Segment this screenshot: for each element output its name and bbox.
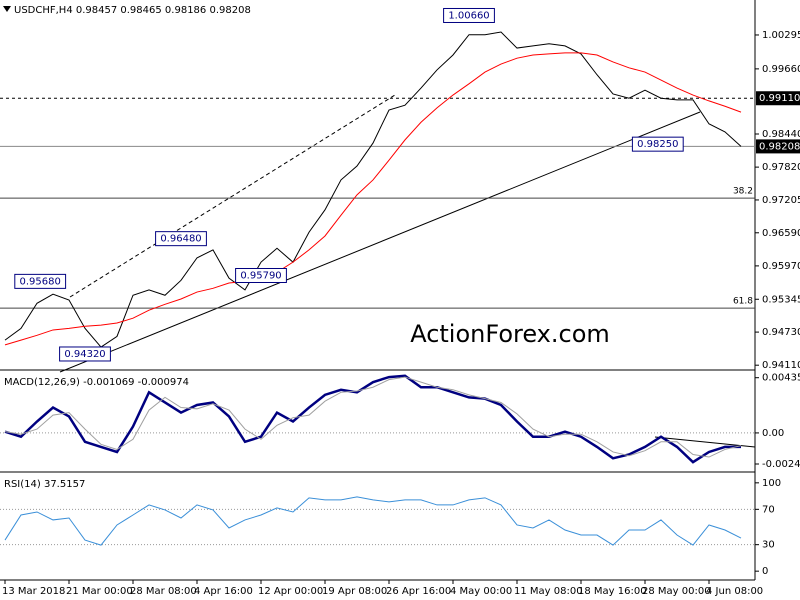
panel-title: RSI(14) 37.5157 — [4, 479, 85, 490]
series-line — [4, 376, 742, 458]
annotation-label: 0.95790 — [240, 270, 281, 281]
annotation-box — [443, 7, 495, 23]
series-line — [4, 31, 742, 348]
y-tick-label: 0.95345 — [762, 294, 800, 305]
series-line — [4, 52, 742, 346]
x-tick-label: 26 Apr 16:00 — [386, 586, 451, 597]
channel-line — [69, 94, 396, 298]
y-tick-label: 0.00 — [762, 428, 784, 439]
trend-line — [59, 111, 701, 373]
y-tick-label: 0.004351 — [762, 373, 800, 384]
x-tick-label: 13 Mar 2018 — [2, 586, 65, 597]
x-tick-label: 11 May 08:00 — [514, 586, 583, 597]
y-tick-label: 70 — [762, 504, 775, 515]
y-tick-label: 1.00295 — [762, 30, 800, 41]
price-marker-label: 0.99110 — [759, 93, 800, 104]
macd-trend-line — [654, 436, 756, 448]
panel-title: MACD(12,26,9) -0.001069 -0.000974 — [4, 377, 189, 388]
annotation-label: 0.96480 — [160, 234, 201, 245]
annotation-box — [14, 273, 67, 289]
annotation-box — [631, 136, 684, 152]
y-tick-label: 0.96590 — [762, 228, 800, 239]
y-tick-label: -0.002448 — [762, 459, 800, 470]
x-tick-label: 28 Mar 08:00 — [130, 586, 197, 597]
x-tick-label: 19 Apr 08:00 — [322, 586, 387, 597]
watermark: ActionForex.com — [410, 320, 610, 348]
series-line — [4, 496, 742, 546]
annotation-box — [59, 346, 111, 362]
annotation-box — [235, 267, 287, 283]
level-label: 61.8 — [733, 297, 753, 307]
y-tick-label: 0.94110 — [762, 360, 800, 371]
price-marker — [756, 91, 800, 106]
y-tick-label: 30 — [762, 540, 775, 551]
x-tick-label: 4 Apr 16:00 — [194, 586, 253, 597]
y-tick-label: 0.95970 — [762, 261, 800, 272]
annotation-label: 0.94320 — [64, 349, 105, 360]
x-tick-label: 4 May 00:00 — [450, 586, 512, 597]
x-tick-label: 12 Apr 00:00 — [258, 586, 323, 597]
level-label: 38.2 — [733, 187, 753, 197]
y-tick-label: 100 — [762, 478, 781, 489]
y-tick-label: 0 — [762, 566, 768, 577]
y-tick-label: 0.98440 — [762, 129, 800, 140]
annotation-box — [155, 231, 207, 247]
y-tick-label: 0.99660 — [762, 64, 800, 75]
y-tick-label: 0.97205 — [762, 195, 800, 206]
annotation-label: 0.98250 — [637, 139, 678, 150]
x-tick-label: 21 Mar 00:00 — [66, 586, 133, 597]
x-tick-label: 28 May 00:00 — [642, 586, 711, 597]
y-tick-label: 0.94730 — [762, 327, 800, 338]
menu-arrow — [3, 6, 11, 12]
panel-title: USDCHF,H4 0.98457 0.98465 0.98186 0.9820… — [14, 5, 251, 16]
x-tick-label: 4 Jun 08:00 — [706, 586, 763, 597]
series-line — [4, 374, 741, 464]
annotation-label: 1.00660 — [448, 10, 489, 21]
price-marker-label: 0.98208 — [759, 141, 800, 152]
y-tick-label: 0.97820 — [762, 162, 800, 173]
x-tick-label: 18 May 16:00 — [578, 586, 647, 597]
annotation-label: 0.95680 — [20, 276, 61, 287]
price-marker — [756, 139, 800, 154]
